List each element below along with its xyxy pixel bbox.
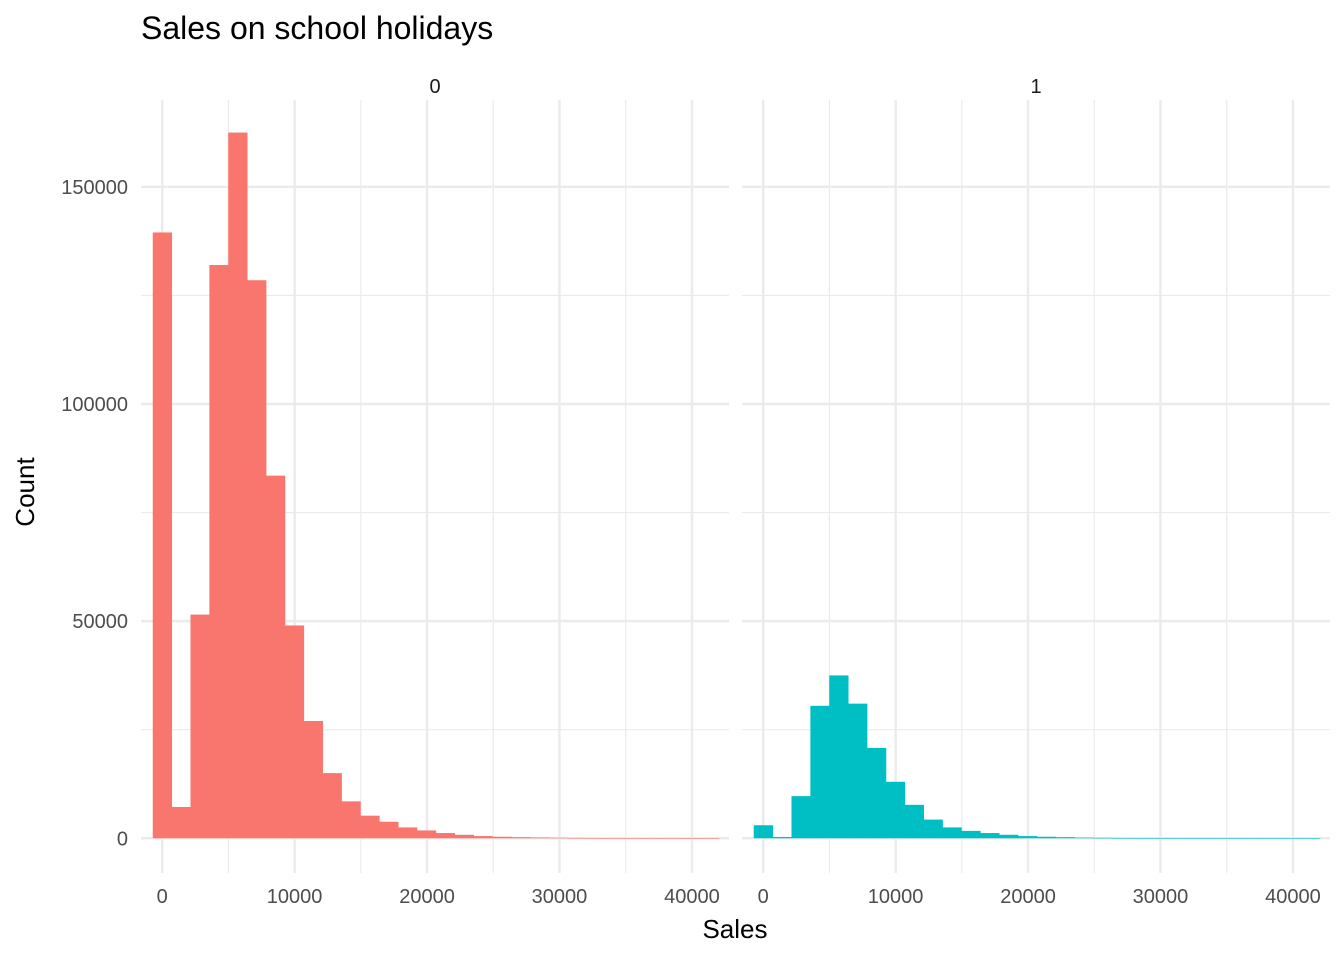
histogram-bar: [961, 830, 981, 839]
histogram-bar: [492, 836, 512, 839]
histogram-bar: [303, 721, 323, 839]
histogram-bar: [1017, 836, 1038, 839]
histogram-bar: [662, 838, 682, 839]
histogram-bar: [1301, 838, 1321, 839]
histogram-bar: [624, 838, 644, 839]
histogram-bar: [885, 781, 906, 839]
y-axis-title: Count: [10, 457, 40, 527]
y-tick-label: 50000: [72, 611, 128, 633]
y-tick-label: 100000: [61, 394, 128, 416]
y-tick-label: 0: [117, 828, 128, 850]
x-tick-label: 10000: [267, 886, 323, 908]
histogram-bar: [152, 232, 173, 839]
histogram-bar: [228, 132, 248, 839]
x-tick-label: 0: [157, 886, 168, 908]
histogram-bar: [341, 801, 361, 839]
histogram-bar: [829, 675, 849, 839]
chart-title: Sales on school holidays: [141, 10, 493, 46]
x-tick-label: 40000: [1265, 886, 1321, 908]
histogram-bar: [1074, 837, 1094, 839]
histogram-bar: [1055, 837, 1075, 839]
histogram-bar: [530, 837, 550, 839]
x-tick-label: 0: [758, 886, 769, 908]
x-tick-label: 10000: [868, 886, 924, 908]
histogram-bar: [791, 796, 811, 839]
histogram-bar: [549, 837, 569, 839]
histogram-bar: [1036, 836, 1057, 839]
histogram-bar: [190, 614, 210, 839]
histogram-bar: [454, 834, 474, 839]
histogram-bar: [284, 625, 305, 839]
x-tick-label: 30000: [1133, 886, 1189, 908]
histogram-bar: [1150, 838, 1170, 839]
histogram-bar: [866, 747, 887, 839]
histogram-bar: [999, 834, 1019, 839]
histogram-bar: [398, 827, 418, 839]
facet-panel-1: 1 0 10000 20000 30000 40000: [742, 76, 1330, 908]
y-tick-label: 150000: [61, 177, 128, 199]
histogram-bar: [322, 773, 342, 839]
histogram-bar: [643, 838, 663, 839]
histogram-bar: [209, 265, 229, 839]
histogram-bar: [1206, 838, 1226, 839]
histogram-bar: [1093, 837, 1113, 839]
x-axis-title: Sales: [702, 914, 767, 944]
histogram-bar: [772, 836, 792, 839]
x-tick-label: 40000: [664, 886, 720, 908]
histogram-bar: [942, 827, 962, 839]
histogram-bar: [681, 838, 701, 839]
histogram-bar: [923, 819, 943, 839]
histogram-bar: [1112, 837, 1132, 839]
histogram-bar: [416, 830, 437, 839]
histogram-bar: [980, 833, 1000, 839]
histogram-bar: [1282, 838, 1302, 839]
histogram-bar: [848, 703, 868, 839]
facet-strip-label: 1: [1030, 76, 1041, 98]
histogram-bar: [586, 838, 607, 839]
x-tick-label: 30000: [532, 886, 588, 908]
histogram-bar: [1225, 838, 1245, 839]
histogram-bar: [247, 280, 267, 839]
histogram-bar: [435, 833, 456, 839]
histogram-bar: [1263, 838, 1283, 839]
x-tick-label: 20000: [399, 886, 455, 908]
histogram-bar: [265, 475, 286, 839]
histogram-bar: [1244, 838, 1264, 839]
histogram-bar: [753, 825, 774, 839]
facet-panel-0: 0 0 10000 20000 30000 40000: [141, 76, 729, 908]
histogram-bar: [700, 838, 720, 839]
facet-panels: 0 0 10000 20000 30000 40000 1 0 10000 20000 30000 4…: [61, 76, 1330, 908]
x-tick-label: 20000: [1000, 886, 1056, 908]
histogram-bar: [360, 815, 380, 839]
histogram-bar: [511, 837, 531, 839]
histogram-bar: [171, 806, 191, 839]
histogram-bar: [1131, 838, 1151, 839]
histogram-bar: [1187, 838, 1208, 839]
histogram-bar: [810, 705, 830, 839]
histogram-bar: [605, 838, 625, 839]
histogram-bar: [567, 837, 588, 839]
histogram-bar: [904, 804, 924, 839]
histogram-bar: [473, 836, 493, 839]
facet-strip-label: 0: [429, 76, 440, 98]
histogram-bar: [379, 821, 399, 839]
histogram-bar: [1168, 838, 1189, 839]
